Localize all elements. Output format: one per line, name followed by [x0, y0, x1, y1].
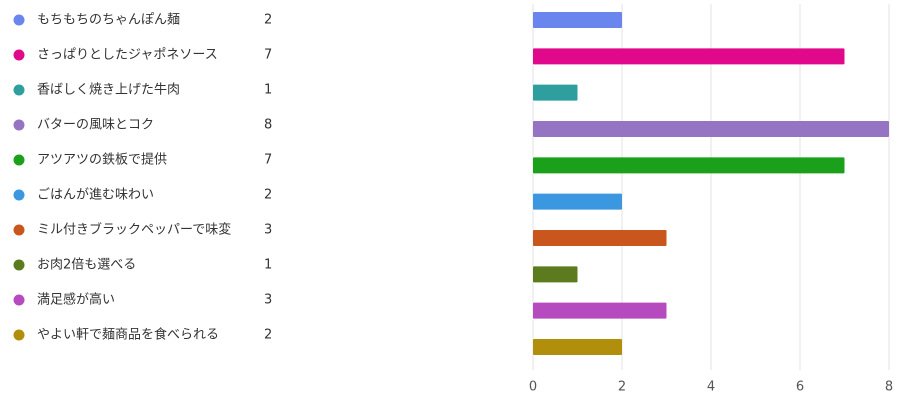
legend-label: 香ばしく焼き上げた牛肉 — [37, 83, 180, 98]
legend-count: 2 — [264, 328, 272, 343]
bar — [533, 266, 578, 283]
legend-count: 3 — [264, 293, 272, 308]
bar — [533, 193, 622, 210]
bar — [533, 12, 622, 28]
legend-dot — [13, 259, 25, 271]
legend-dot — [13, 119, 25, 131]
legend-count: 7 — [264, 153, 272, 168]
legend-count: 1 — [264, 83, 272, 98]
bar — [533, 48, 845, 65]
legend-label: ごはんが進む味わい — [37, 187, 154, 203]
legend-count: 7 — [264, 48, 272, 63]
legend-label: やよい軒で麺商品を食べられる — [37, 327, 219, 343]
bar — [533, 121, 889, 137]
bar — [533, 157, 845, 174]
x-tick-label: 6 — [796, 380, 804, 395]
bar — [533, 339, 622, 355]
legend-dot — [13, 224, 25, 236]
legend-label: もちもちのちゃんぽん麺 — [37, 13, 180, 28]
legend-count: 2 — [264, 13, 272, 28]
legend-label: 満足感が高い — [37, 292, 115, 308]
legend-label: お肉2倍も選べる — [37, 258, 136, 273]
bar — [533, 302, 667, 319]
legend-dot — [13, 14, 25, 26]
x-tick-label: 4 — [707, 380, 715, 395]
legend-dot — [13, 294, 25, 306]
legend-count: 3 — [264, 223, 272, 238]
legend-dot — [13, 84, 25, 96]
x-tick-label: 2 — [618, 380, 626, 395]
legend-dot — [13, 154, 25, 166]
x-tick-label: 8 — [885, 380, 893, 395]
bar — [533, 84, 578, 101]
legend-count: 1 — [264, 258, 272, 273]
x-tick-label: 0 — [529, 380, 537, 395]
legend-label: さっぱりとしたジャポネソース — [37, 48, 218, 63]
bar — [533, 230, 667, 246]
legend-label: バターの風味とコク — [37, 118, 154, 133]
legend-label: ミル付きブラックペッパーで味変 — [37, 222, 231, 238]
legend-dot — [13, 49, 25, 61]
legend-label: アツアツの鉄板で提供 — [37, 152, 167, 168]
legend-dot — [13, 189, 25, 201]
legend-dot — [13, 329, 25, 341]
legend-count: 8 — [264, 118, 272, 133]
legend-count: 2 — [264, 188, 272, 203]
